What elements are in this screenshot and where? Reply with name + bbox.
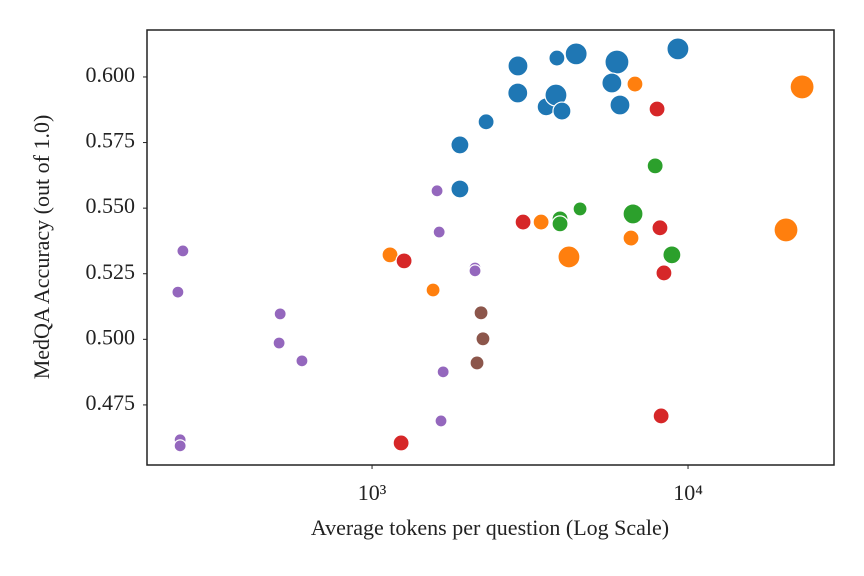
x-axis-label: Average tokens per question (Log Scale) xyxy=(311,515,669,540)
y-tick-label: 0.550 xyxy=(86,193,136,218)
point xyxy=(662,245,682,265)
point xyxy=(646,157,664,175)
point xyxy=(655,264,673,282)
point xyxy=(468,264,482,278)
y-tick-label: 0.525 xyxy=(86,259,136,284)
point xyxy=(392,434,410,452)
point xyxy=(622,229,640,247)
plot-frame xyxy=(146,29,835,466)
point xyxy=(425,282,441,298)
y-tick-label: 0.600 xyxy=(86,62,136,87)
point xyxy=(622,203,644,225)
point xyxy=(572,201,588,217)
point xyxy=(173,439,187,453)
point xyxy=(272,336,286,350)
point xyxy=(609,94,631,116)
point xyxy=(432,225,446,239)
point xyxy=(507,82,529,104)
point xyxy=(666,37,690,61)
point xyxy=(450,135,470,155)
point xyxy=(477,113,495,131)
y-tick-label: 0.475 xyxy=(86,390,136,415)
point xyxy=(273,307,287,321)
point xyxy=(551,215,569,233)
point xyxy=(789,74,815,100)
point xyxy=(507,55,529,77)
x-tick-label: 10⁴ xyxy=(673,480,703,505)
point xyxy=(548,49,566,67)
point xyxy=(473,305,489,321)
point xyxy=(564,42,588,66)
point xyxy=(475,331,491,347)
point xyxy=(450,179,470,199)
point xyxy=(176,244,190,258)
point xyxy=(434,414,448,428)
point xyxy=(773,217,799,243)
point xyxy=(552,101,572,121)
y-axis-label: MedQA Accuracy (out of 1.0) xyxy=(29,115,54,380)
x-tick-label: 10³ xyxy=(358,480,387,505)
point xyxy=(295,354,309,368)
point xyxy=(648,100,666,118)
point xyxy=(604,49,630,75)
point xyxy=(626,75,644,93)
point xyxy=(651,219,669,237)
point xyxy=(601,72,623,94)
point xyxy=(436,365,450,379)
point xyxy=(171,285,185,299)
point xyxy=(430,184,444,198)
point xyxy=(514,213,532,231)
point xyxy=(395,252,413,270)
point xyxy=(652,407,670,425)
y-tick-label: 0.575 xyxy=(86,128,136,153)
point xyxy=(469,355,485,371)
point xyxy=(532,213,550,231)
y-tick-label: 0.500 xyxy=(86,324,136,349)
point xyxy=(557,245,581,269)
